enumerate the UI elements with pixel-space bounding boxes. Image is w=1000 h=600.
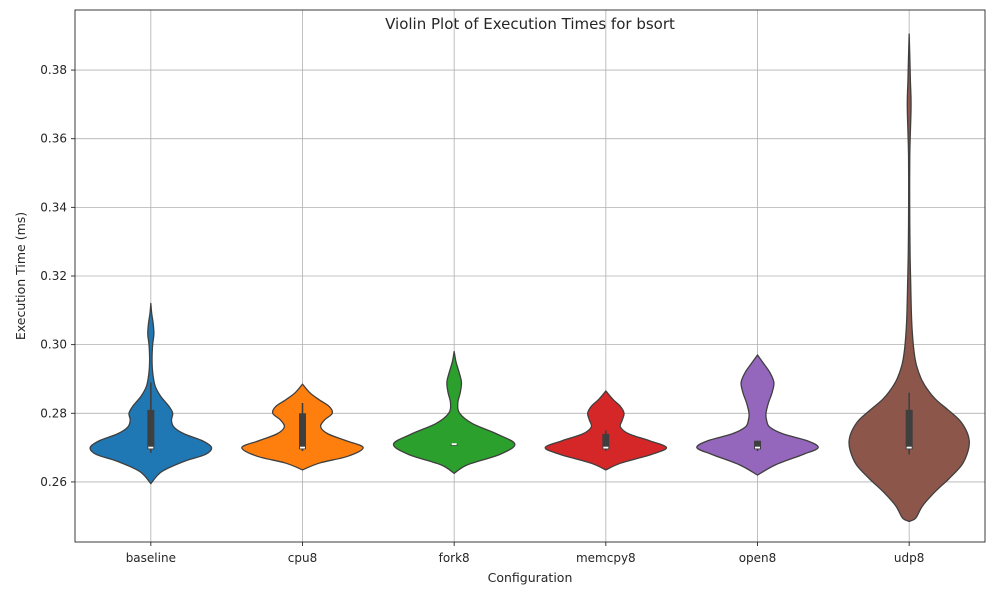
chart-title: Violin Plot of Execution Times for bsort (385, 15, 675, 33)
violin-open8 (696, 354, 819, 476)
x-tick-label: open8 (739, 551, 777, 565)
y-tick-label: 0.28 (40, 406, 67, 420)
axis-layer: 0.26 0.28 0.30 0.32 0.34 0.36 0.38 baseline cpu8… (40, 63, 924, 565)
iqr-box-memcpy8 (602, 433, 610, 450)
x-tick-label: udp8 (894, 551, 924, 565)
y-tick-label: 0.38 (40, 63, 67, 77)
iqr-box-cpu8 (299, 413, 306, 450)
violin-udp8 (848, 33, 970, 523)
y-tick-label: 0.30 (40, 338, 67, 352)
iqr-box-open8 (754, 440, 761, 450)
violin-fork8 (392, 350, 516, 474)
y-tick-label: 0.36 (40, 132, 67, 146)
violin-layer (89, 33, 970, 523)
y-tick-label: 0.26 (40, 475, 67, 489)
x-tick-label: fork8 (439, 551, 470, 565)
y-tick-label: 0.32 (40, 269, 67, 283)
iqr-box-baseline (147, 409, 155, 450)
x-tick-label: baseline (126, 551, 176, 565)
y-tick-label: 0.34 (40, 200, 67, 214)
x-tick-label: cpu8 (288, 551, 317, 565)
iqr-box-udp8 (905, 409, 913, 450)
y-axis-title: Execution Time (ms) (13, 212, 28, 340)
violin-memcpy8 (544, 390, 668, 471)
x-tick-label: memcpy8 (576, 551, 636, 565)
x-axis-title: Configuration (488, 570, 573, 585)
